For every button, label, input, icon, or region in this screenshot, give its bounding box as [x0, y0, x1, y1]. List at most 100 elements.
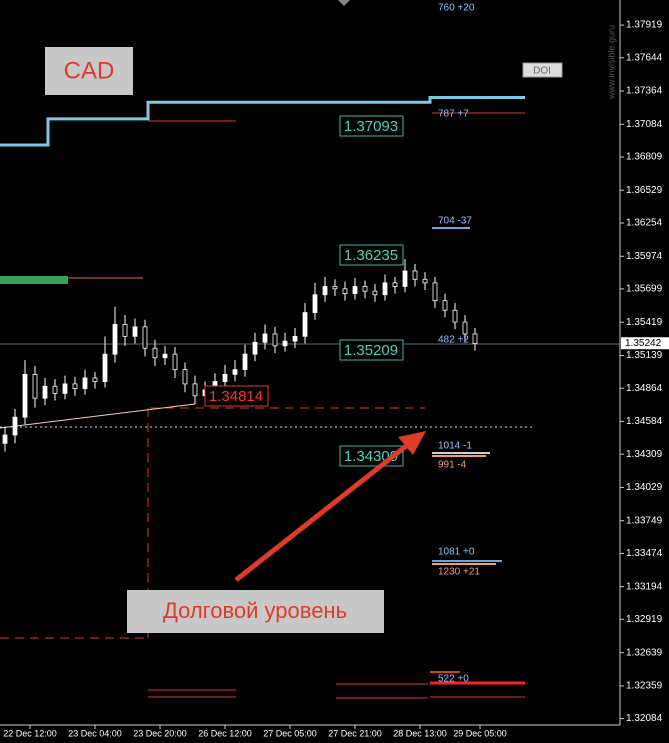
candle-body	[352, 286, 358, 294]
candle-body	[152, 347, 158, 359]
y-tick-label: 1.32639	[626, 647, 663, 658]
y-tick-label: 1.36529	[626, 185, 663, 196]
side-label: 1230 +21	[438, 567, 480, 578]
levels	[0, 112, 620, 699]
annotation: Долговой уровень	[163, 598, 347, 623]
candle-body	[362, 286, 368, 292]
candle-body	[142, 326, 148, 349]
y-tick-label: 1.33474	[626, 548, 663, 559]
candle-body	[372, 290, 378, 296]
level-box-label: 1.36235	[344, 247, 398, 264]
candle-body	[222, 373, 228, 382]
x-tick-label: 23 Dec 04:00	[68, 728, 122, 738]
candle-body	[92, 377, 98, 382]
candle-body	[382, 282, 388, 296]
candle-body	[112, 324, 118, 355]
current-price-label: 1.35242	[625, 338, 662, 349]
candle-body	[162, 353, 168, 359]
axis-labels: 1.37919 1.37644 1.37364 1.37084 1.36809 1.365…	[3, 20, 669, 738]
chart-title: CAD	[64, 57, 115, 84]
candle-body	[52, 385, 58, 394]
y-tick-label: 1.32084	[626, 713, 663, 724]
candle-body	[322, 286, 328, 296]
side-label: 787 +7	[438, 109, 469, 120]
x-tick-label: 28 Dec 13:00	[393, 728, 447, 738]
level-box-label: 1.35209	[344, 342, 398, 359]
y-tick-label: 1.37919	[626, 20, 663, 31]
candle-body	[272, 333, 278, 347]
side-labels: 760 +20 787 +7 704 -37 482 +2 1014 -1 99…	[438, 3, 480, 685]
title-box	[45, 47, 133, 95]
x-tick-label: 29 Dec 05:00	[453, 728, 507, 738]
y-tick-label: 1.33749	[626, 515, 663, 526]
candle-body	[42, 385, 48, 399]
y-tick-label: 1.35974	[626, 251, 663, 262]
candle-body	[342, 288, 348, 294]
candle-body	[62, 383, 68, 394]
y-tick-label: 1.35139	[626, 350, 663, 361]
green-zone	[0, 276, 68, 284]
side-label: 704 -37	[438, 216, 472, 227]
candle-body	[392, 282, 398, 287]
y-tick-label: 1.34864	[626, 383, 663, 394]
candle-body	[32, 373, 38, 399]
side-label: 522 +0	[438, 674, 469, 685]
side-label: 991 -4	[438, 460, 467, 471]
candle-body	[72, 383, 78, 390]
red-box	[204, 385, 269, 407]
candle-body	[262, 333, 268, 343]
candle-body	[122, 324, 128, 337]
x-tick-label: 26 Dec 12:00	[198, 728, 252, 738]
candle-body	[102, 353, 108, 382]
candle-body	[472, 333, 478, 344]
y-tick-label: 1.34584	[626, 416, 663, 427]
trend-line	[0, 403, 196, 429]
y-tick-label: 1.34309	[626, 449, 663, 460]
candle-body	[432, 282, 438, 302]
candle-body	[252, 341, 258, 355]
candle-body	[2, 434, 8, 444]
side-label: 1014 -1	[438, 441, 472, 452]
candle-body	[332, 286, 338, 290]
candle-body	[192, 383, 198, 397]
candle-body	[462, 321, 468, 335]
side-label: 482 +2	[438, 335, 469, 346]
doi-label: DOI	[533, 66, 551, 77]
y-tick-label: 1.32359	[626, 681, 663, 692]
side-label: 1081 +0	[438, 547, 475, 558]
level-box	[339, 115, 404, 137]
y-tick-label: 1.35419	[626, 317, 663, 328]
candle-body	[402, 270, 408, 287]
candle-body	[172, 353, 178, 371]
candle-body	[442, 300, 448, 311]
plot	[0, 95, 525, 452]
candle-body	[312, 294, 318, 313]
level-box	[339, 339, 404, 361]
y-tick-label: 1.36809	[626, 152, 663, 163]
step-line	[0, 95, 525, 147]
y-tick-label: 1.33194	[626, 581, 663, 592]
arrow	[234, 441, 412, 582]
x-tick-label: 27 Dec 05:00	[263, 728, 317, 738]
candle-body	[22, 373, 28, 418]
red-box-label: 1.34814	[209, 388, 263, 405]
candle-body	[182, 369, 188, 385]
candle-body	[292, 335, 298, 342]
y-tick-label: 1.37644	[626, 52, 663, 63]
candle-body	[82, 377, 88, 390]
watermark: www.invisible.guru	[606, 25, 616, 100]
current-price-box	[621, 337, 669, 350]
candle-body	[242, 353, 248, 371]
side-label: 760 +20	[438, 3, 475, 14]
candle-body	[412, 270, 418, 280]
scroll-marker	[338, 0, 350, 6]
x-tick-label: 22 Dec 12:00	[3, 728, 57, 738]
x-tick-label: 23 Dec 20:00	[133, 728, 187, 738]
candle-body	[422, 278, 428, 284]
candle-body	[302, 312, 308, 337]
y-tick-label: 1.36254	[626, 218, 663, 229]
level-box-label: 1.37093	[344, 118, 398, 135]
candle-body	[452, 309, 458, 323]
y-tick-label: 1.35699	[626, 284, 663, 295]
x-tick-label: 27 Dec 21:00	[328, 728, 382, 738]
